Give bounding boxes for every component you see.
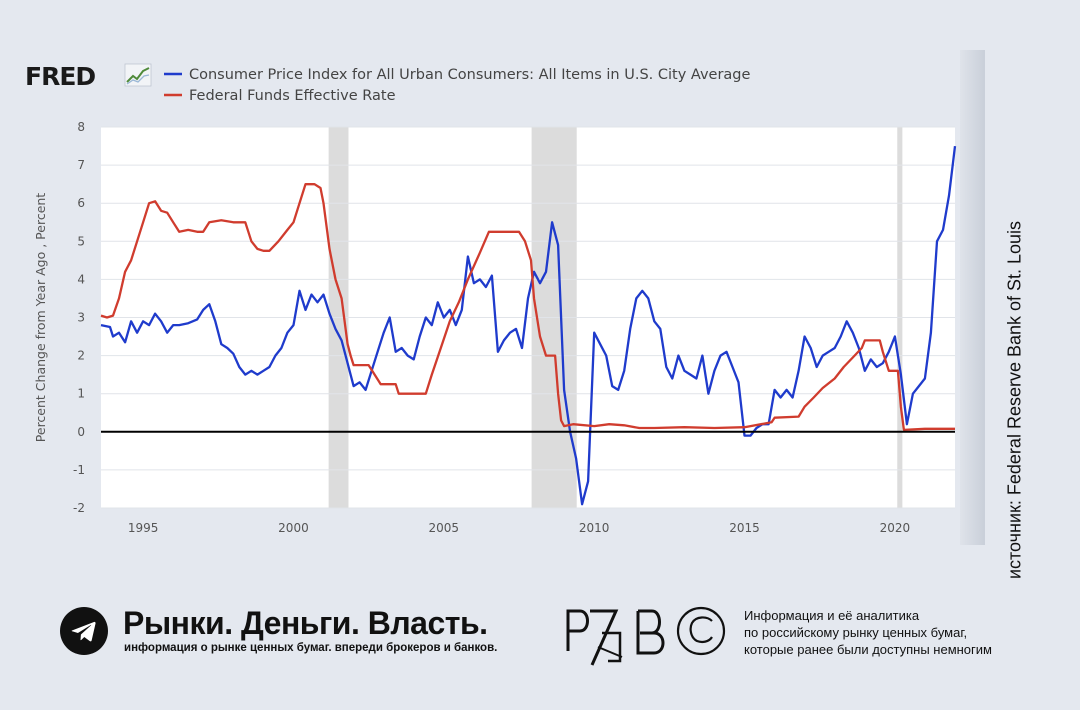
plot-area: 8 7 6 5 4 3 2 1 0 -1 -2 1995 2000 2005 2010 2015 2020 Per… <box>33 120 957 535</box>
y-tick-label: 6 <box>77 196 85 210</box>
x-tick-label: 2010 <box>579 521 610 535</box>
fed-funds-series-line <box>100 183 955 432</box>
x-tick-label: 2005 <box>429 521 460 535</box>
legend-label: Federal Funds Effective Rate <box>189 88 396 104</box>
y-tick-label: 7 <box>77 158 85 172</box>
y-tick-label: -1 <box>73 463 85 477</box>
y-tick-label: 3 <box>77 311 85 325</box>
y-tick-label: 8 <box>77 120 85 134</box>
y-tick-label: 4 <box>77 272 85 286</box>
legend-label: Consumer Price Index for All Urban Consu… <box>189 67 751 83</box>
info-line: которые ранее были доступны немногим <box>744 642 992 657</box>
rdb-logo-icon <box>566 606 726 666</box>
info-text: Информация и её аналитика по российскому… <box>744 607 992 658</box>
x-tick-label: 2015 <box>729 521 760 535</box>
fred-logo: FRED <box>25 62 152 91</box>
source-credit: источник: Federal Reserve Bank of St. Lo… <box>1004 220 1025 580</box>
brand-title: Рынки. Деньги. Власть. <box>123 605 488 641</box>
x-tick-label: 1995 <box>128 521 159 535</box>
x-tick-label: 2000 <box>278 521 309 535</box>
y-tick-label: 1 <box>77 387 85 401</box>
cpi-series-line <box>100 145 957 506</box>
info-line: по российскому рынку ценных бумаг, <box>744 625 968 640</box>
fred-logo-text: FRED <box>25 62 95 91</box>
x-tick-label: 2020 <box>880 521 911 535</box>
y-tick-label: 2 <box>77 349 85 363</box>
chart-panel: FRED Consumer Price Index for All Urban … <box>12 50 985 545</box>
footer-banner: Рынки. Деньги. Власть. информация о рынк… <box>0 595 1080 675</box>
line-chart: FRED Consumer Price Index for All Urban … <box>25 62 957 535</box>
y-tick-label: -2 <box>73 501 85 515</box>
y-tick-label: 5 <box>77 234 85 248</box>
fred-graph-icon <box>124 63 152 87</box>
y-tick-label: 0 <box>77 425 85 439</box>
y-axis-label: Percent Change from Year Ago , Percent <box>33 193 48 443</box>
panel-edge-decoration <box>960 50 985 545</box>
brand-subtitle: информация о рынке ценных бумаг. впереди… <box>124 642 498 654</box>
telegram-icon[interactable] <box>60 607 108 655</box>
chart-legend: Consumer Price Index for All Urban Consu… <box>164 67 751 104</box>
info-line: Информация и её аналитика <box>744 608 920 623</box>
